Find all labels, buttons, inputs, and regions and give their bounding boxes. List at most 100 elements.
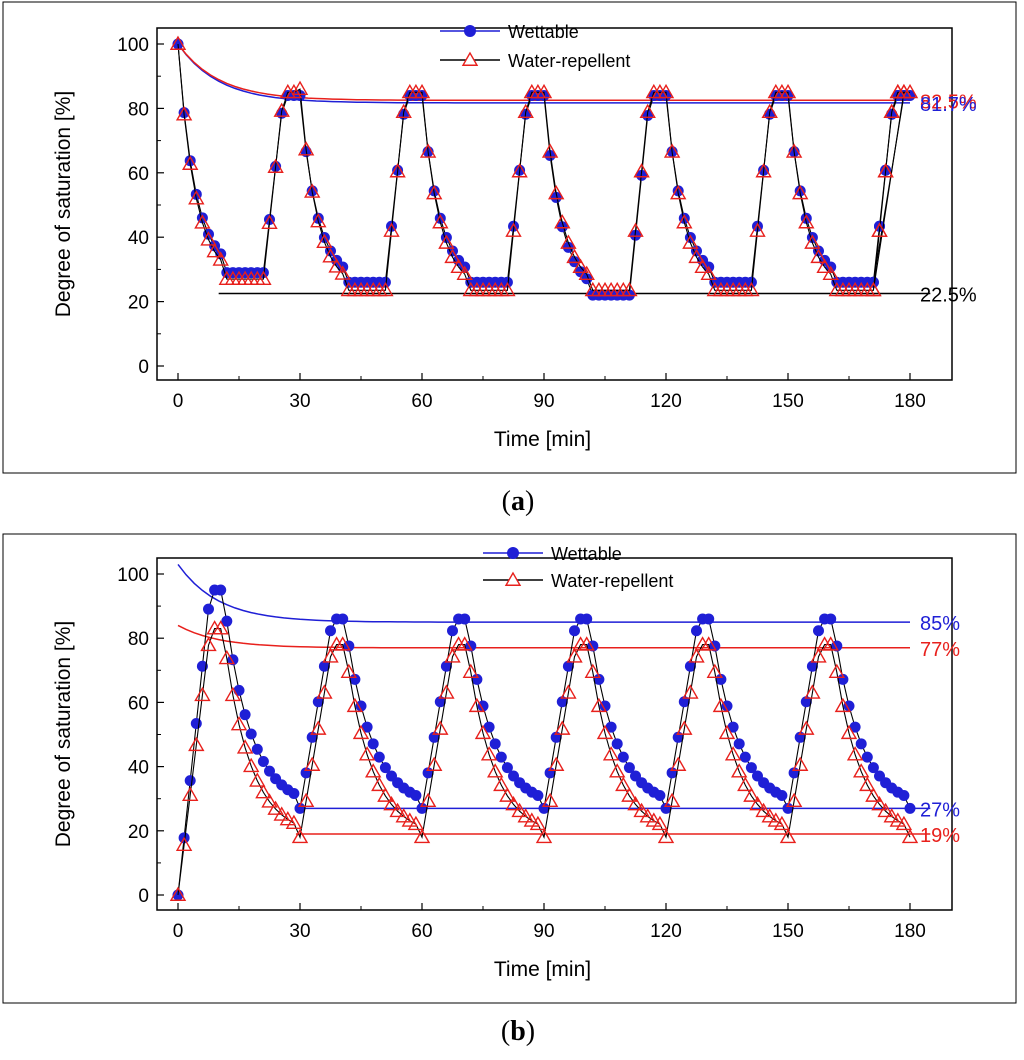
x-tick-label: 60 <box>411 921 432 942</box>
data-point-water-repellent <box>810 248 827 264</box>
data-point-wettable <box>239 709 251 721</box>
series-line <box>177 43 910 296</box>
data-point-wettable <box>581 613 593 625</box>
data-point-water-repellent <box>578 636 595 651</box>
data-point-water-repellent <box>761 103 778 119</box>
data-point-water-repellent <box>389 802 406 818</box>
data-point-water-repellent <box>523 812 541 827</box>
data-point-water-repellent <box>230 716 248 731</box>
data-point-water-repellent <box>810 648 827 663</box>
data-point-water-repellent <box>608 763 626 778</box>
data-point-wettable <box>654 790 666 802</box>
data-point-wettable <box>501 762 513 774</box>
data-point-wettable <box>569 625 580 637</box>
data-point-water-repellent <box>346 697 364 713</box>
legend-label: Water-repellent <box>508 51 630 71</box>
data-point-water-repellent <box>688 248 705 264</box>
data-point-water-repellent <box>395 808 412 823</box>
y-tick-label: 100 <box>117 35 149 56</box>
data-point-water-repellent <box>218 649 236 665</box>
envelope-water-repellent <box>177 624 910 649</box>
data-point-water-repellent <box>486 763 504 778</box>
data-point-water-repellent <box>236 739 254 754</box>
data-point-water-repellent <box>352 724 370 740</box>
y-tick-label: 0 <box>138 886 149 907</box>
data-point-water-repellent <box>633 802 650 818</box>
data-point-water-repellent <box>676 720 693 735</box>
data-point-water-repellent <box>895 815 913 831</box>
data-point-water-repellent <box>859 776 876 792</box>
data-point-water-repellent <box>188 736 205 752</box>
data-point-water-repellent <box>407 815 425 831</box>
x-tick-label: 90 <box>533 391 554 412</box>
data-point-water-repellent <box>169 35 187 50</box>
data-point-water-repellent <box>316 684 333 699</box>
data-point-wettable <box>440 660 452 672</box>
data-point-water-repellent <box>511 163 528 178</box>
y-axis-label: Degree of saturation [%] <box>52 621 75 847</box>
data-point-water-repellent <box>682 234 699 249</box>
x-tick-label: 0 <box>173 391 184 412</box>
data-point-water-repellent <box>383 222 400 237</box>
x-tick-label: 150 <box>772 391 804 412</box>
data-point-water-repellent <box>547 184 565 200</box>
data-point-water-repellent <box>212 620 229 635</box>
data-point-water-repellent <box>267 158 284 173</box>
data-point-water-repellent <box>395 103 412 119</box>
data-point-water-repellent <box>462 663 480 679</box>
data-point-water-repellent <box>883 808 900 823</box>
data-point-water-repellent <box>456 636 473 651</box>
data-point-water-repellent <box>779 83 797 99</box>
panel-frame <box>2 1 1017 474</box>
data-point-wettable <box>691 625 702 637</box>
data-point-wettable <box>745 762 757 774</box>
data-point-water-repellent <box>334 636 351 651</box>
legend-marker-wettable <box>507 547 519 559</box>
data-point-water-repellent <box>255 270 272 286</box>
reference-label: 22.5% <box>920 285 977 307</box>
data-point-water-repellent <box>700 636 717 651</box>
data-point-water-repellent <box>261 793 278 808</box>
data-point-water-repellent <box>676 214 693 229</box>
y-tick-label: 40 <box>128 758 149 779</box>
data-point-water-repellent <box>657 828 675 844</box>
y-tick-label: 20 <box>128 293 149 314</box>
data-point-wettable <box>703 613 715 625</box>
reference-label: 81.7% <box>920 94 977 116</box>
data-point-water-repellent <box>273 806 290 821</box>
data-point-water-repellent <box>755 163 772 178</box>
data-point-water-repellent <box>297 792 315 808</box>
data-point-water-repellent <box>804 234 821 249</box>
data-point-water-repellent <box>737 776 754 792</box>
data-point-water-repellent <box>200 231 217 246</box>
data-point-water-repellent <box>730 763 748 778</box>
data-point-water-repellent <box>682 684 699 699</box>
data-point-water-repellent <box>377 787 394 802</box>
data-point-wettable <box>550 191 562 203</box>
y-axis-label: Degree of saturation [%] <box>52 91 75 317</box>
data-point-wettable <box>361 721 373 733</box>
data-point-water-repellent <box>529 815 547 831</box>
data-point-water-repellent <box>669 184 687 200</box>
data-point-water-repellent <box>425 184 443 200</box>
data-point-water-repellent <box>389 163 406 178</box>
data-point-wettable <box>257 755 269 767</box>
data-point-water-repellent <box>767 812 785 827</box>
data-point-wettable <box>776 790 788 802</box>
data-point-water-repellent <box>249 772 266 787</box>
panel-label-letter: a <box>511 486 525 517</box>
data-point-water-repellent <box>377 281 394 297</box>
data-point-water-repellent <box>334 265 351 280</box>
data-point-water-repellent <box>499 787 516 802</box>
data-point-water-repellent <box>413 828 431 844</box>
data-point-water-repellent <box>438 684 455 699</box>
data-point-wettable <box>245 728 257 740</box>
data-point-water-repellent <box>743 281 760 297</box>
data-point-water-repellent <box>310 720 327 735</box>
y-tick-label: 60 <box>128 164 149 185</box>
data-point-water-repellent <box>657 83 675 99</box>
data-point-water-repellent <box>798 214 815 229</box>
data-point-wettable <box>318 660 330 672</box>
data-point-water-repellent <box>651 815 669 831</box>
x-axis-label: Time [min] <box>494 428 591 451</box>
